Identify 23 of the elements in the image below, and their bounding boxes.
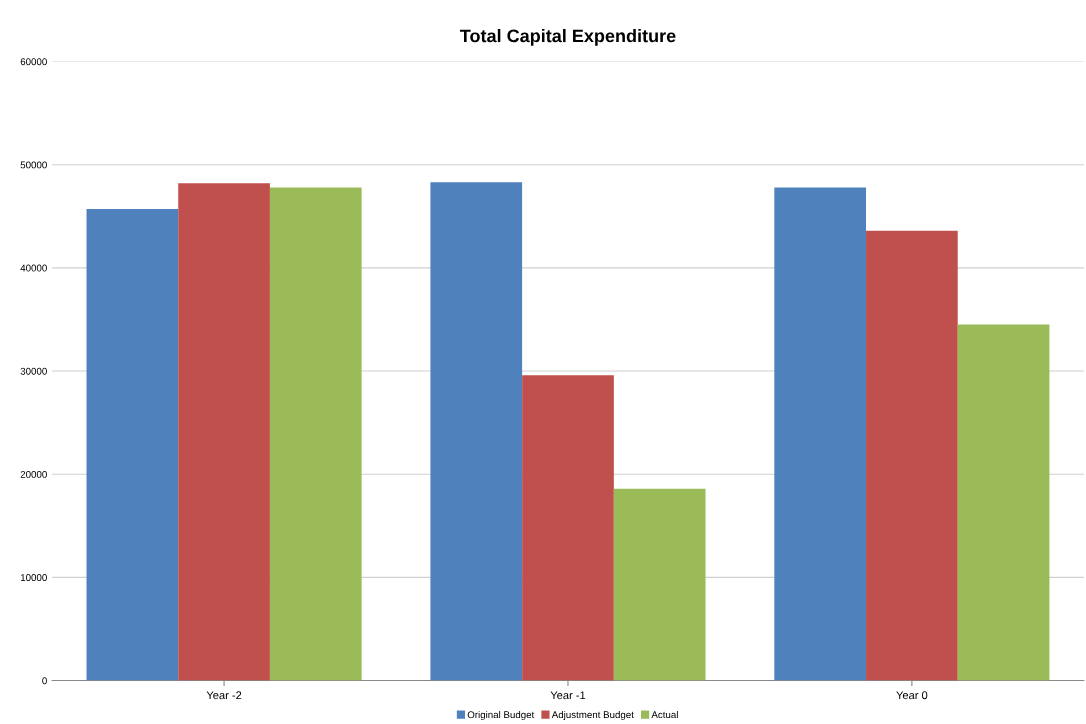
chart-title: Total Capital Expenditure (460, 29, 676, 46)
x-tick-label: Year 0 (896, 691, 928, 700)
bar (86, 209, 179, 681)
bar (178, 183, 270, 681)
bar (866, 230, 958, 681)
bar (774, 187, 867, 681)
y-tick-label: 40000 (20, 264, 47, 272)
bar (957, 324, 1050, 681)
y-tick-label: 10000 (20, 574, 47, 582)
y-tick-label: 60000 (20, 58, 47, 66)
x-tick-label: Year -1 (550, 691, 586, 700)
bar (522, 375, 614, 681)
legend-label: Actual (651, 710, 678, 719)
y-tick-label: 50000 (20, 161, 47, 169)
bar (430, 182, 523, 681)
bar (613, 488, 706, 681)
legend-label: Adjustment Budget (551, 710, 634, 721)
y-tick-label: 0 (42, 677, 47, 685)
legend-label: Original Budget (467, 710, 535, 721)
y-tick-label: 20000 (20, 470, 47, 478)
x-tick-label: Year -2 (206, 691, 242, 700)
y-tick-label: 30000 (20, 367, 47, 375)
bar (269, 187, 362, 681)
